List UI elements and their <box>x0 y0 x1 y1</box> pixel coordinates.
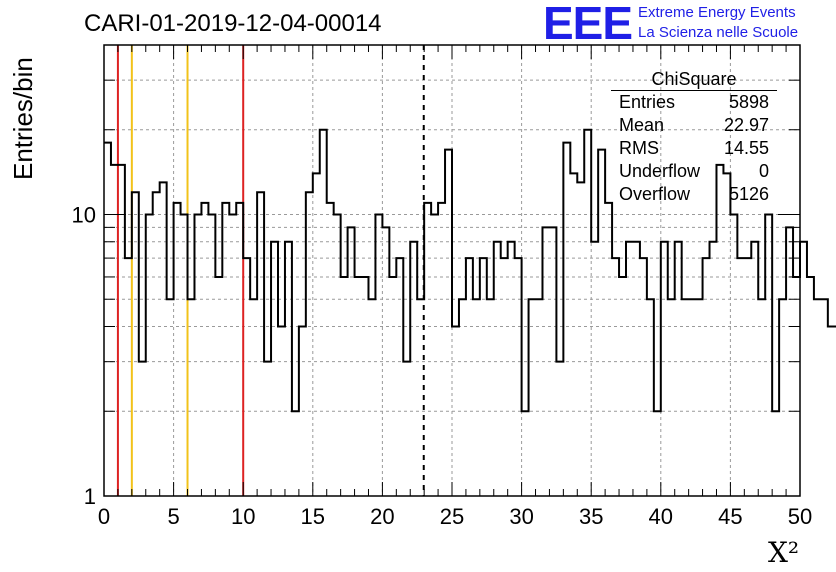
x-tick-label: 20 <box>370 504 394 529</box>
stats-label: Underflow <box>619 161 701 181</box>
stats-row: Underflow 0 <box>611 160 777 183</box>
y-tick-label: 10 <box>72 202 96 227</box>
axis-ticks <box>103 44 801 497</box>
stats-value: 5126 <box>728 184 769 204</box>
stats-value: 5898 <box>728 92 769 112</box>
x-tick-label: 45 <box>718 504 742 529</box>
x-axis-label: X² <box>768 536 800 569</box>
y-tick-label: 1 <box>84 484 96 509</box>
stats-label: Entries <box>619 92 676 112</box>
stats-label: Mean <box>619 115 665 135</box>
logo-line-1: Extreme Energy Events <box>638 4 796 21</box>
x-tick-label: 40 <box>649 504 673 529</box>
stats-value: 22.97 <box>723 115 769 135</box>
logo-line-2: La Scienza nelle Scuole <box>638 24 799 41</box>
stats-title: ChiSquare <box>611 68 777 91</box>
histogram-step-line <box>104 128 836 413</box>
x-tick-label: 0 <box>98 504 110 529</box>
x-tick-label: 10 <box>231 504 255 529</box>
y-tick-labels: 1 10 <box>72 202 96 509</box>
x-tick-label: 25 <box>440 504 464 529</box>
stats-label: RMS <box>619 138 659 158</box>
stats-row: Entries 5898 <box>611 91 777 114</box>
stats-value: 14.55 <box>723 138 769 158</box>
stats-row: Overflow 5126 <box>611 183 777 206</box>
stats-box: ChiSquare Entries 5898 Mean 22.97 RMS 14.55… <box>611 68 777 206</box>
x-tick-labels: 0 5 10 15 20 25 30 35 40 45 50 <box>98 504 812 529</box>
stats-row: Mean 22.97 <box>611 114 777 137</box>
x-tick-label: 5 <box>167 504 179 529</box>
logo-text: Extreme Energy Events La Scienza nelle S… <box>638 3 798 43</box>
x-tick-label: 30 <box>509 504 533 529</box>
x-tick-label: 50 <box>788 504 812 529</box>
eee-logo: EEE <box>543 0 633 49</box>
chart-title: CARI-01-2019-12-04-00014 <box>84 10 382 37</box>
stats-label: Overflow <box>619 184 691 204</box>
x-tick-label: 15 <box>301 504 325 529</box>
x-tick-label: 35 <box>579 504 603 529</box>
stats-row: RMS 14.55 <box>611 137 777 160</box>
stats-value: 0 <box>758 161 769 181</box>
y-axis-label: Entries/bin <box>8 57 38 180</box>
